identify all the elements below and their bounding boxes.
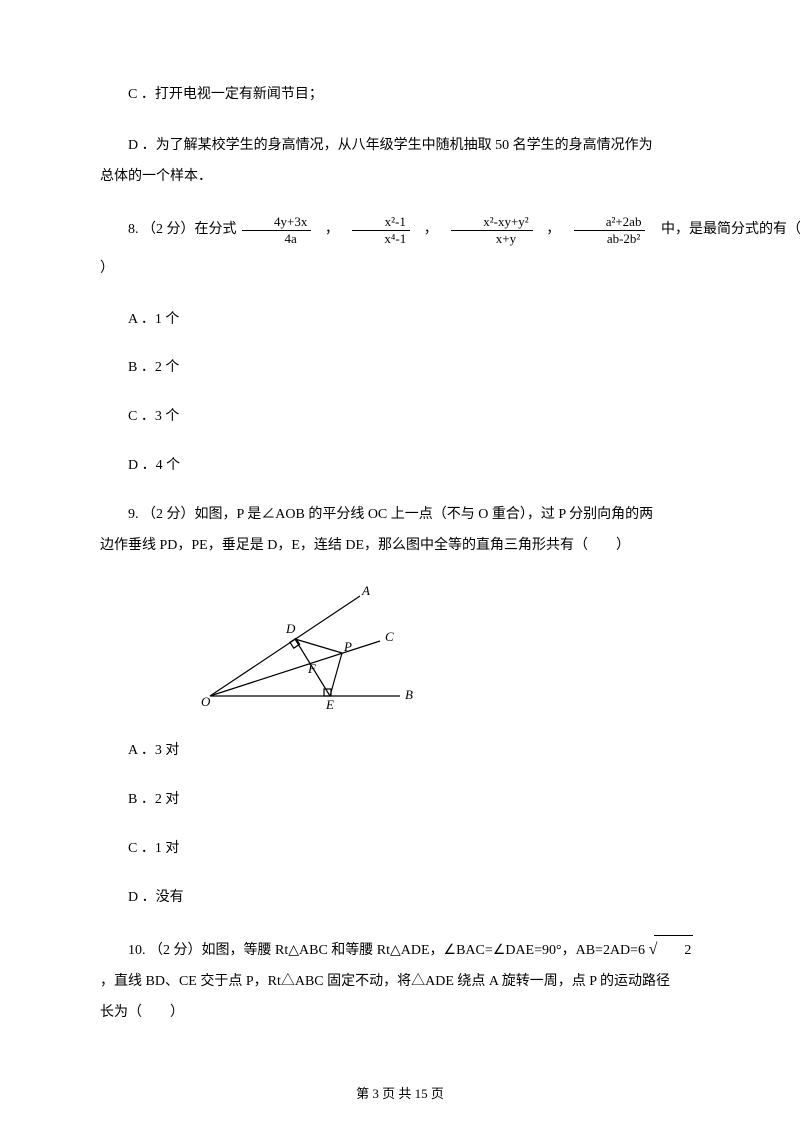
q10-line3: 长为（ ） xyxy=(100,998,700,1029)
page-footer: 第 3 页 共 15 页 xyxy=(0,1083,800,1102)
q8-frac2-num: x²-1 xyxy=(352,214,410,231)
q8-suffix2: ） xyxy=(100,254,700,285)
q9-diagram: A C B O E D P F xyxy=(200,581,700,716)
q8-frac1: 4y+3x 4a xyxy=(242,214,311,246)
q7-option-c: C ．打开电视一定有新闻节目； xyxy=(100,80,700,111)
q7-d-line1: D ．为了解某校学生的身高情况，从八年级学生中随机抽取 50 名学生的身高情况作… xyxy=(100,131,700,162)
q9-option-a: A ．3 对 xyxy=(100,736,700,767)
label-E: E xyxy=(325,697,334,711)
q9-option-b: B ．2 对 xyxy=(100,785,700,816)
q8-option-d: D ．4 个 xyxy=(100,451,700,482)
q9-line1: 9. （2 分）如图，P 是∠AOB 的平分线 OC 上一点（不与 O 重合），… xyxy=(100,500,700,531)
q7-option-d: D ．为了解某校学生的身高情况，从八年级学生中随机抽取 50 名学生的身高情况作… xyxy=(100,131,700,193)
q8-frac3: x²-xy+y² x+y xyxy=(451,214,532,246)
q8-frac1-num: 4y+3x xyxy=(242,214,311,231)
q8-frac4-den: ab-2b² xyxy=(574,231,646,247)
q8-frac2-den: x⁴-1 xyxy=(352,231,410,247)
q7-d-line2: 总体的一个样本． xyxy=(100,162,700,193)
q9-option-d: D ．没有 xyxy=(100,883,700,914)
q8-frac4-num: a²+2ab xyxy=(574,214,646,231)
q8-option-c: C ．3 个 xyxy=(100,402,700,433)
q8-frac4: a²+2ab ab-2b² xyxy=(574,214,646,246)
label-A: A xyxy=(361,583,370,598)
label-D: D xyxy=(285,621,296,636)
q8-frac1-den: 4a xyxy=(242,231,311,247)
q10-prefix: 10. （2 分）如图，等腰 Rt△ABC 和等腰 Rt△ADE，∠BAC=∠D… xyxy=(128,943,649,958)
q8-option-b: B ．2 个 xyxy=(100,353,700,384)
label-C: C xyxy=(385,629,394,644)
q10-sqrt-content: 2 xyxy=(654,935,693,967)
label-O: O xyxy=(201,694,211,709)
q8-option-a: A ．1 个 xyxy=(100,305,700,336)
q8-suffix: 中，是最简分式的有（ xyxy=(661,222,800,237)
q10-line2: ，直线 BD、CE 交于点 P，Rt△ABC 固定不动，将△ADE 绕点 A 旋… xyxy=(100,967,700,998)
q9-option-c: C ．1 对 xyxy=(100,834,700,865)
label-F: F xyxy=(307,661,317,676)
q8-prefix: 8. （2 分）在分式 xyxy=(128,222,237,237)
q8-frac2: x²-1 x⁴-1 xyxy=(352,214,410,246)
q8-stem: 8. （2 分）在分式 4y+3x 4a ， x²-1 x⁴-1 ， x²-xy… xyxy=(100,212,700,248)
q8-frac3-den: x+y xyxy=(451,231,532,247)
q9-line2: 边作垂线 PD，PE，垂足是 D，E，连结 DE，那么图中全等的直角三角形共有（… xyxy=(100,531,700,562)
q9-stem: 9. （2 分）如图，P 是∠AOB 的平分线 OC 上一点（不与 O 重合），… xyxy=(100,500,700,562)
q8-frac3-num: x²-xy+y² xyxy=(451,214,532,231)
q10-stem: 10. （2 分）如图，等腰 Rt△ABC 和等腰 Rt△ADE，∠BAC=∠D… xyxy=(100,932,700,1029)
label-B: B xyxy=(405,687,413,702)
label-P: P xyxy=(343,639,352,654)
